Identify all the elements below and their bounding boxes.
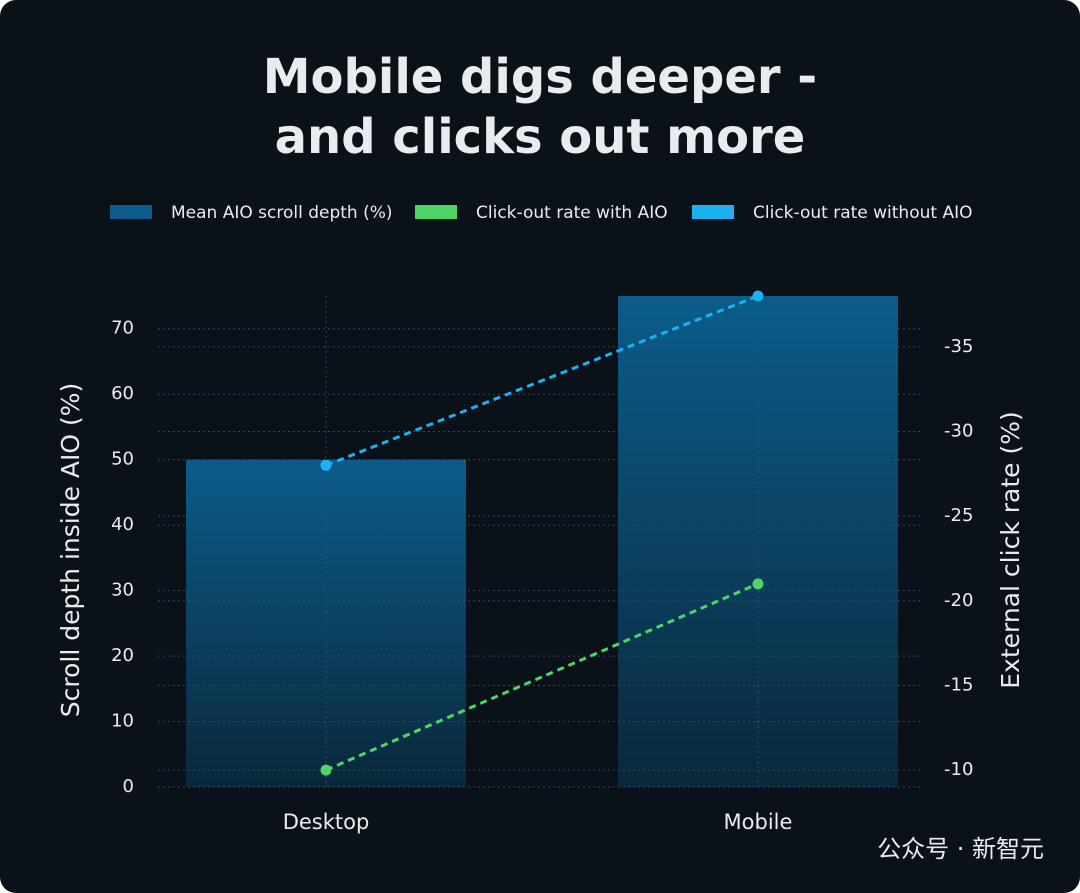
- y-axis-label: Scroll depth inside AIO (%): [56, 383, 85, 718]
- y2-axis-label: External click rate (%): [996, 411, 1025, 688]
- y-tick-label: 70: [111, 318, 134, 339]
- y-tick-label: 0: [123, 776, 134, 797]
- y-tick-label: 50: [111, 449, 134, 470]
- line: [325, 582, 759, 772]
- legend-label: Mean AIO scroll depth (%): [171, 203, 393, 223]
- y-tick-label: 60: [111, 383, 134, 404]
- legend-swatch: [415, 205, 457, 219]
- point: [752, 290, 764, 302]
- y2-tick-label: -20: [944, 590, 973, 611]
- bar: [186, 459, 466, 787]
- point: [320, 459, 332, 471]
- y-tick-label: 20: [111, 645, 134, 666]
- point: [320, 764, 332, 776]
- y-tick-label: 10: [111, 711, 134, 732]
- legend-label: Click-out rate with AIO: [476, 203, 668, 223]
- y-tick-label: 40: [111, 514, 134, 535]
- y2-tick-label: -25: [944, 505, 973, 526]
- legend-label: Click-out rate without AIO: [753, 203, 972, 223]
- legend-swatch: [110, 205, 152, 219]
- bar: [618, 296, 898, 787]
- watermark: 公众号 · 新智元: [877, 835, 1044, 863]
- chart-title: Mobile digs deeper -: [263, 49, 817, 105]
- y2-tick-label: -30: [944, 420, 973, 441]
- y2-tick-label: -35: [944, 336, 973, 357]
- line: [325, 294, 759, 467]
- legend-swatch: [692, 205, 734, 219]
- y2-tick-label: -10: [944, 759, 973, 780]
- y2-tick-label: -15: [944, 674, 973, 695]
- x-tick-label: Mobile: [724, 810, 793, 834]
- chart-title: and clicks out more: [275, 109, 806, 165]
- point: [752, 578, 764, 590]
- x-tick-label: Desktop: [283, 810, 370, 834]
- y-tick-label: 30: [111, 580, 134, 601]
